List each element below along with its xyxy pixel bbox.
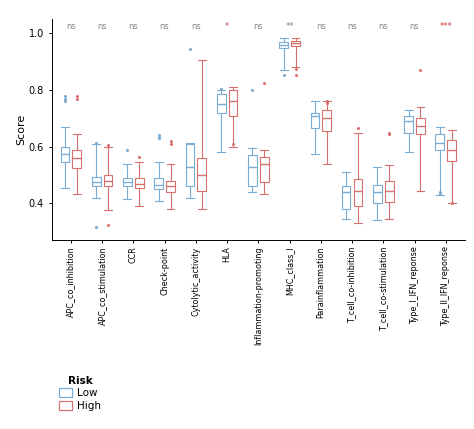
Bar — [73, 150, 81, 168]
Text: ns: ns — [66, 21, 76, 30]
Bar — [104, 175, 112, 186]
Bar — [135, 178, 144, 188]
Bar — [436, 134, 444, 150]
Text: ns: ns — [410, 21, 419, 30]
Text: ns: ns — [191, 21, 201, 30]
Text: *: * — [225, 21, 229, 30]
Bar — [197, 158, 206, 190]
Bar — [260, 157, 269, 182]
Bar — [217, 94, 226, 113]
Bar — [404, 115, 413, 133]
Bar — [416, 118, 425, 134]
Bar — [354, 179, 362, 206]
Text: ns: ns — [97, 21, 107, 30]
Y-axis label: Score: Score — [16, 114, 26, 145]
Text: ns: ns — [128, 21, 138, 30]
Bar — [447, 140, 456, 161]
Bar — [279, 42, 288, 48]
Bar — [155, 178, 163, 189]
Text: ns: ns — [316, 21, 326, 30]
Bar — [385, 181, 393, 202]
Bar — [166, 181, 175, 192]
Bar — [123, 178, 132, 186]
Bar — [92, 176, 100, 187]
Text: **: ** — [285, 21, 294, 30]
Bar — [248, 155, 257, 187]
Bar — [310, 113, 319, 128]
Text: ***: *** — [439, 21, 452, 30]
Text: ns: ns — [378, 21, 388, 30]
Bar — [291, 41, 300, 46]
Text: ns: ns — [254, 21, 263, 30]
Bar — [342, 187, 350, 209]
Bar — [185, 144, 194, 187]
Legend: Low, High: Low, High — [57, 374, 103, 413]
Text: ns: ns — [160, 21, 170, 30]
Text: ns: ns — [347, 21, 357, 30]
Bar — [228, 90, 237, 115]
Bar — [322, 110, 331, 131]
Bar — [61, 147, 69, 162]
Bar — [373, 185, 382, 203]
